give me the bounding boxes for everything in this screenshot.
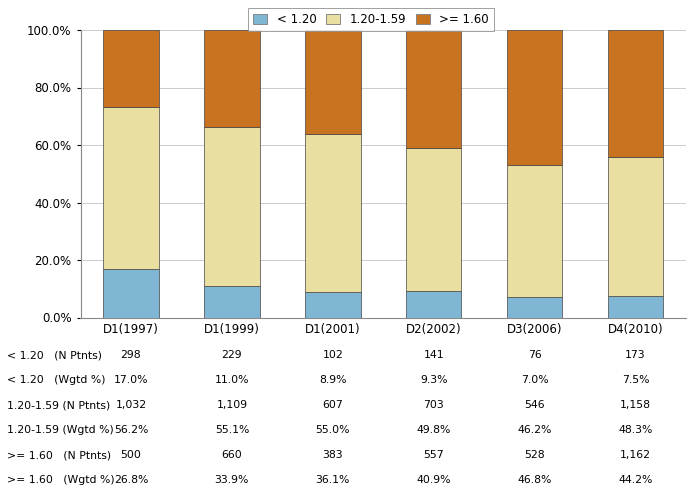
Bar	[608, 157, 664, 296]
Bar	[507, 298, 562, 318]
Text: >= 1.60   (Wgtd %): >= 1.60 (Wgtd %)	[7, 475, 115, 485]
Bar	[204, 286, 260, 318]
Text: 33.9%: 33.9%	[215, 475, 249, 485]
Text: 7.5%: 7.5%	[622, 375, 650, 385]
Legend: < 1.20, 1.20-1.59, >= 1.60: < 1.20, 1.20-1.59, >= 1.60	[248, 8, 494, 31]
Text: 9.3%: 9.3%	[420, 375, 447, 385]
Text: 1,162: 1,162	[620, 450, 651, 460]
Text: 55.0%: 55.0%	[316, 425, 350, 435]
Text: 17.0%: 17.0%	[113, 375, 148, 385]
Text: 660: 660	[221, 450, 242, 460]
Text: 298: 298	[120, 350, 141, 360]
Bar	[507, 164, 562, 298]
Bar	[103, 268, 159, 318]
Text: < 1.20   (N Ptnts): < 1.20 (N Ptnts)	[7, 350, 102, 360]
Text: 500: 500	[120, 450, 141, 460]
Bar	[406, 30, 461, 148]
Text: 546: 546	[524, 400, 545, 410]
Text: 11.0%: 11.0%	[215, 375, 249, 385]
Bar	[507, 30, 562, 164]
Text: 1.20-1.59 (N Ptnts): 1.20-1.59 (N Ptnts)	[7, 400, 111, 410]
Text: 703: 703	[424, 400, 444, 410]
Bar	[608, 296, 664, 318]
Bar	[608, 30, 664, 157]
Bar	[103, 107, 159, 268]
Text: 44.2%: 44.2%	[618, 475, 652, 485]
Bar	[406, 291, 461, 318]
Text: 229: 229	[222, 350, 242, 360]
Bar	[305, 30, 360, 134]
Bar	[406, 148, 461, 291]
Text: 102: 102	[323, 350, 343, 360]
Text: 48.3%: 48.3%	[618, 425, 652, 435]
Text: 56.2%: 56.2%	[114, 425, 148, 435]
Text: 557: 557	[424, 450, 444, 460]
Bar	[204, 30, 260, 128]
Text: 46.2%: 46.2%	[517, 425, 552, 435]
Text: < 1.20   (Wgtd %): < 1.20 (Wgtd %)	[7, 375, 106, 385]
Text: 76: 76	[528, 350, 542, 360]
Text: 528: 528	[524, 450, 545, 460]
Text: 55.1%: 55.1%	[215, 425, 249, 435]
Bar	[103, 30, 159, 107]
Text: >= 1.60   (N Ptnts): >= 1.60 (N Ptnts)	[7, 450, 111, 460]
Text: 36.1%: 36.1%	[316, 475, 350, 485]
Text: 8.9%: 8.9%	[319, 375, 346, 385]
Text: 49.8%: 49.8%	[416, 425, 451, 435]
Text: 26.8%: 26.8%	[114, 475, 148, 485]
Text: 46.8%: 46.8%	[517, 475, 552, 485]
Text: 1,032: 1,032	[116, 400, 146, 410]
Bar	[204, 128, 260, 286]
Text: 7.0%: 7.0%	[521, 375, 548, 385]
Text: 141: 141	[424, 350, 444, 360]
Bar	[305, 134, 360, 292]
Bar	[305, 292, 360, 318]
Text: 1.20-1.59 (Wgtd %): 1.20-1.59 (Wgtd %)	[7, 425, 113, 435]
Text: 173: 173	[625, 350, 646, 360]
Text: 40.9%: 40.9%	[416, 475, 451, 485]
Text: 383: 383	[323, 450, 343, 460]
Text: 607: 607	[323, 400, 343, 410]
Text: 1,158: 1,158	[620, 400, 651, 410]
Text: 1,109: 1,109	[216, 400, 247, 410]
